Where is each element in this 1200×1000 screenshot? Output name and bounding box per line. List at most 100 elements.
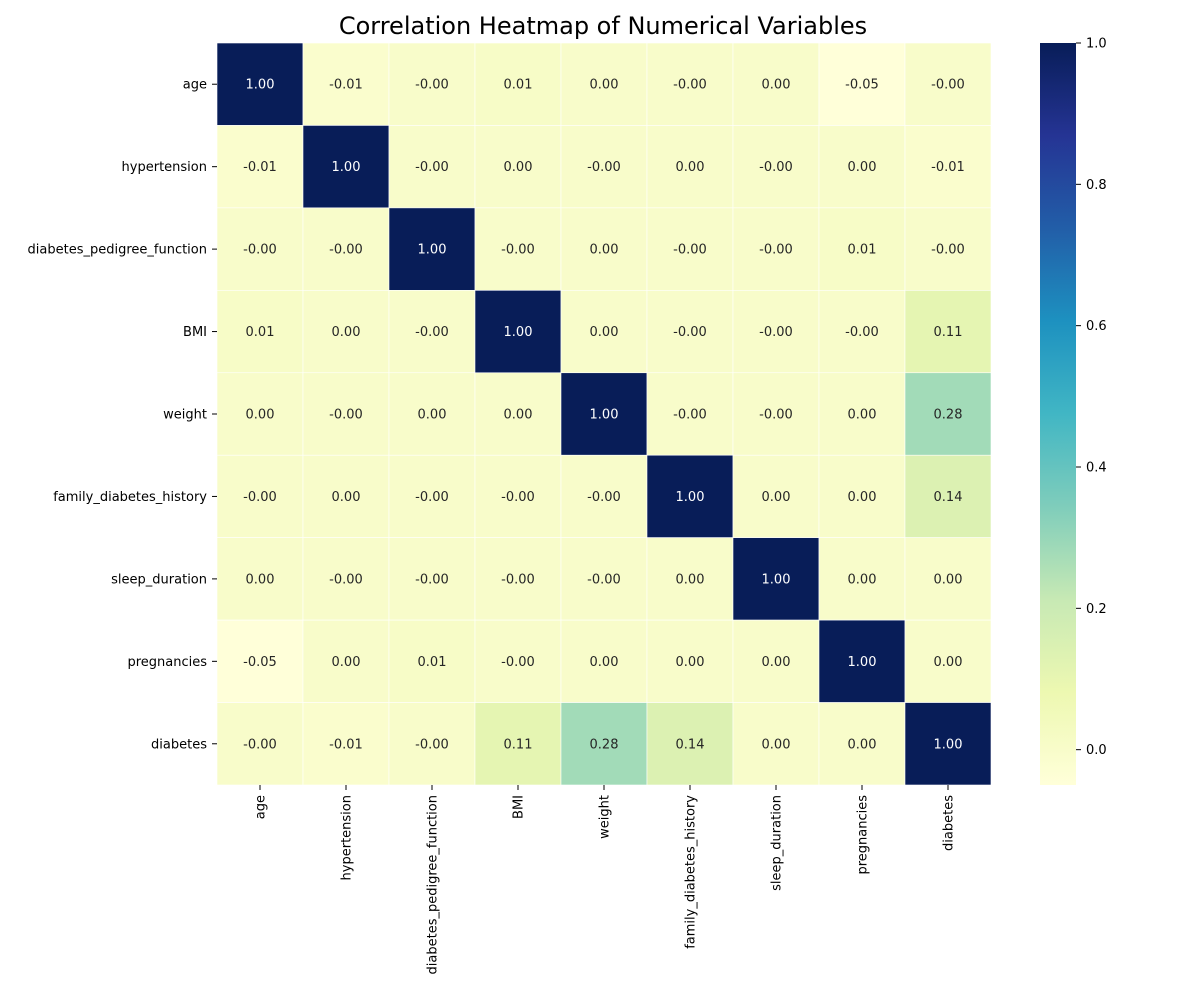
heatmap-cell — [818, 125, 906, 209]
cell-value-label: 1.00 — [246, 78, 275, 93]
cell-value-label: -0.00 — [329, 243, 363, 258]
cell-value-label: 0.00 — [246, 572, 275, 587]
cell-value-label: -0.00 — [415, 160, 449, 175]
heatmap-cell — [216, 290, 304, 374]
heatmap-cell — [216, 207, 304, 291]
cell-value-label: -0.00 — [931, 78, 965, 93]
row-label-diabetes-pedigree-function: diabetes_pedigree_function — [28, 243, 207, 258]
cell-value-label: 0.01 — [848, 243, 877, 258]
heatmap-cell — [646, 702, 734, 786]
cell-value-label: -0.00 — [845, 325, 879, 340]
cell-value-label: 0.00 — [934, 572, 963, 587]
cell-value-label: 0.11 — [934, 325, 963, 340]
heatmap-cell — [560, 125, 648, 209]
heatmap-cell — [302, 42, 390, 126]
heatmap-cell — [732, 702, 820, 786]
cell-value-label: 0.00 — [762, 655, 791, 670]
heatmap-cell — [560, 619, 648, 703]
heatmap-cell — [646, 619, 734, 703]
chart-title: Correlation Heatmap of Numerical Variabl… — [339, 12, 867, 40]
heatmap-cell — [646, 42, 734, 126]
cell-value-label: 0.00 — [676, 572, 705, 587]
cell-value-label: -0.00 — [243, 490, 277, 505]
cell-value-label: -0.00 — [501, 655, 535, 670]
cell-value-label: 0.00 — [848, 408, 877, 423]
cell-value-label: 0.14 — [934, 490, 963, 505]
cell-value-label: 0.01 — [418, 655, 447, 670]
heatmap-cell — [474, 702, 562, 786]
cell-value-label: 0.01 — [504, 78, 533, 93]
cell-value-label: 0.00 — [848, 737, 877, 752]
cell-value-label: -0.00 — [587, 572, 621, 587]
heatmap-cell — [904, 454, 992, 538]
cell-value-label: 0.00 — [762, 737, 791, 752]
column-label-hypertension: hypertension — [340, 795, 355, 880]
cell-value-label: 0.00 — [848, 572, 877, 587]
cell-value-label: -0.00 — [243, 243, 277, 258]
cell-value-label: 0.28 — [934, 408, 963, 423]
heatmap-cell — [302, 290, 390, 374]
cell-value-label: -0.01 — [329, 737, 363, 752]
heatmap-cell — [646, 125, 734, 209]
heatmap-cell — [560, 454, 648, 538]
cell-value-label: -0.00 — [243, 737, 277, 752]
cell-value-label: 0.00 — [762, 490, 791, 505]
cell-value-label: -0.00 — [415, 78, 449, 93]
heatmap-cell — [732, 372, 820, 456]
cell-value-label: 0.00 — [418, 408, 447, 423]
cell-value-label: -0.00 — [759, 325, 793, 340]
cell-value-label: -0.00 — [501, 490, 535, 505]
cell-value-label: -0.00 — [759, 160, 793, 175]
cell-value-label: 1.00 — [504, 325, 533, 340]
heatmap-cell — [216, 619, 304, 703]
heatmap-cell — [388, 125, 476, 209]
cell-value-label: 0.28 — [590, 737, 619, 752]
heatmap-cell — [732, 537, 820, 621]
heatmap-cell — [732, 619, 820, 703]
cell-value-label: -0.00 — [759, 408, 793, 423]
cell-value-label: 0.00 — [590, 78, 619, 93]
cell-value-label: 0.00 — [676, 160, 705, 175]
row-label-weight: weight — [163, 408, 207, 423]
cell-value-label: 1.00 — [848, 655, 877, 670]
heatmap-cell — [818, 290, 906, 374]
colorbar-tick-label: 0.4 — [1086, 461, 1107, 476]
cell-value-label: 0.00 — [332, 325, 361, 340]
heatmap-cell — [302, 207, 390, 291]
row-label-hypertension: hypertension — [122, 160, 207, 175]
heatmap-cell — [474, 207, 562, 291]
heatmap-cell — [646, 454, 734, 538]
heatmap-cell — [216, 702, 304, 786]
cell-value-label: -0.00 — [931, 243, 965, 258]
column-label-bmi: BMI — [512, 795, 527, 819]
column-label-diabetes: diabetes — [942, 795, 957, 851]
cell-value-label: 1.00 — [590, 408, 619, 423]
heatmap-cells: 1.00 -0.01 -0.00 0.01 0.00 -0.00 0.00 -0.05 -0.0… — [216, 42, 992, 786]
heatmap-cell — [560, 207, 648, 291]
cell-value-label: -0.00 — [587, 160, 621, 175]
heatmap-cell — [904, 619, 992, 703]
row-label-age: age — [183, 78, 207, 93]
cell-value-label: -0.00 — [759, 243, 793, 258]
cell-value-label: 1.00 — [676, 490, 705, 505]
colorbar-tick-label: 1.0 — [1086, 37, 1107, 52]
heatmap-cell — [474, 290, 562, 374]
heatmap-cell — [388, 537, 476, 621]
cell-value-label: -0.00 — [673, 408, 707, 423]
cell-value-label: -0.00 — [329, 572, 363, 587]
heatmap-cell — [818, 42, 906, 126]
colorbar: 0.0 0.2 0.4 0.6 0.8 1.0 — [1040, 37, 1107, 785]
cell-value-label: -0.00 — [415, 737, 449, 752]
cell-value-label: 1.00 — [934, 737, 963, 752]
cell-value-label: -0.00 — [415, 325, 449, 340]
cell-value-label: 0.00 — [762, 78, 791, 93]
column-label-family-diabetes-history: family_diabetes_history — [684, 795, 699, 949]
heatmap-cell — [474, 454, 562, 538]
row-label-pregnancies: pregnancies — [127, 655, 207, 670]
heatmap-cell — [904, 702, 992, 786]
colorbar-tick-label: 0.0 — [1086, 743, 1107, 758]
heatmap-cell — [388, 372, 476, 456]
cell-value-label: -0.00 — [673, 243, 707, 258]
heatmap-cell — [818, 454, 906, 538]
